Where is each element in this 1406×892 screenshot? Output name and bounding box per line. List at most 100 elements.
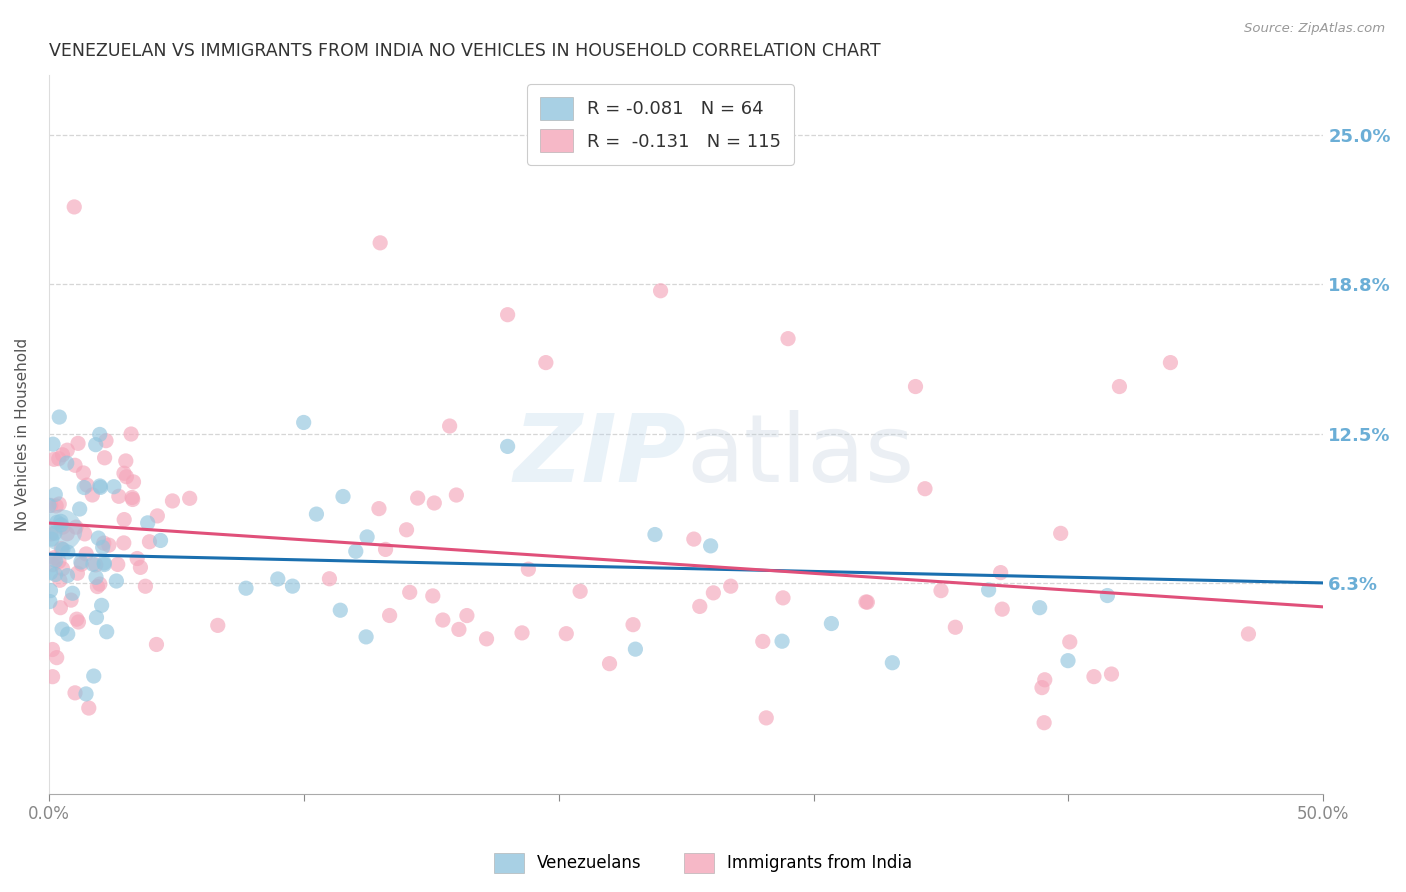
Point — [66, 566, 89, 581]
Point — [103, 480, 125, 494]
Point — [344, 544, 367, 558]
Point — [44, 526, 66, 541]
Point — [70, 557, 93, 571]
Point — [599, 657, 621, 671]
Point — [1049, 526, 1071, 541]
Point — [91, 541, 114, 555]
Point — [45, 650, 67, 665]
Point — [689, 599, 711, 614]
Point — [281, 579, 304, 593]
Point — [423, 496, 446, 510]
Point — [406, 491, 429, 505]
Point — [292, 416, 315, 430]
Point — [644, 527, 666, 541]
Point — [267, 572, 290, 586]
Point — [39, 499, 62, 513]
Point — [914, 482, 936, 496]
Point — [145, 637, 167, 651]
Point — [496, 308, 519, 322]
Point — [120, 427, 142, 442]
Point — [682, 532, 704, 546]
Point — [138, 534, 160, 549]
Point — [447, 623, 470, 637]
Point — [39, 526, 62, 541]
Point — [48, 497, 70, 511]
Point — [46, 515, 69, 529]
Point — [820, 616, 842, 631]
Point — [943, 620, 966, 634]
Point — [720, 579, 742, 593]
Point — [89, 427, 111, 442]
Point — [41, 670, 63, 684]
Point — [650, 284, 672, 298]
Point — [60, 593, 83, 607]
Point — [55, 456, 77, 470]
Point — [510, 626, 533, 640]
Point — [49, 574, 72, 588]
Point — [107, 558, 129, 572]
Point — [86, 610, 108, 624]
Point — [93, 450, 115, 465]
Point — [49, 600, 72, 615]
Point — [569, 584, 592, 599]
Point — [42, 452, 65, 467]
Point — [73, 527, 96, 541]
Point — [368, 501, 391, 516]
Point — [112, 467, 135, 481]
Point — [84, 438, 107, 452]
Point — [121, 492, 143, 507]
Point — [67, 615, 90, 629]
Point — [75, 687, 97, 701]
Point — [127, 551, 149, 566]
Point — [305, 507, 328, 521]
Point — [162, 494, 184, 508]
Point — [1059, 635, 1081, 649]
Point — [93, 558, 115, 572]
Point — [1083, 670, 1105, 684]
Point — [882, 656, 904, 670]
Point — [48, 554, 70, 568]
Point — [1031, 681, 1053, 695]
Point — [235, 581, 257, 595]
Point — [90, 599, 112, 613]
Point — [1033, 673, 1056, 687]
Point — [855, 595, 877, 609]
Point — [42, 437, 65, 451]
Point — [1028, 600, 1050, 615]
Point — [77, 701, 100, 715]
Point — [70, 555, 93, 569]
Point — [73, 481, 96, 495]
Point — [904, 379, 927, 393]
Point — [44, 487, 66, 501]
Point — [496, 439, 519, 453]
Point — [82, 488, 104, 502]
Point — [439, 419, 461, 434]
Point — [93, 556, 115, 570]
Point — [977, 582, 1000, 597]
Point — [149, 533, 172, 548]
Point — [51, 541, 73, 556]
Point — [69, 502, 91, 516]
Text: Source: ZipAtlas.com: Source: ZipAtlas.com — [1244, 22, 1385, 36]
Point — [356, 530, 378, 544]
Point — [1323, 666, 1346, 681]
Point — [52, 520, 75, 534]
Point — [39, 566, 62, 580]
Point — [398, 585, 420, 599]
Point — [45, 554, 67, 568]
Point — [115, 469, 138, 483]
Point — [456, 608, 478, 623]
Point — [517, 562, 540, 576]
Point — [62, 586, 84, 600]
Point — [41, 558, 63, 572]
Point — [56, 627, 79, 641]
Point — [534, 355, 557, 369]
Point — [45, 499, 67, 513]
Point — [48, 410, 70, 425]
Point — [49, 517, 72, 532]
Point — [755, 711, 778, 725]
Point — [776, 332, 799, 346]
Point — [395, 523, 418, 537]
Point — [1237, 627, 1260, 641]
Point — [318, 572, 340, 586]
